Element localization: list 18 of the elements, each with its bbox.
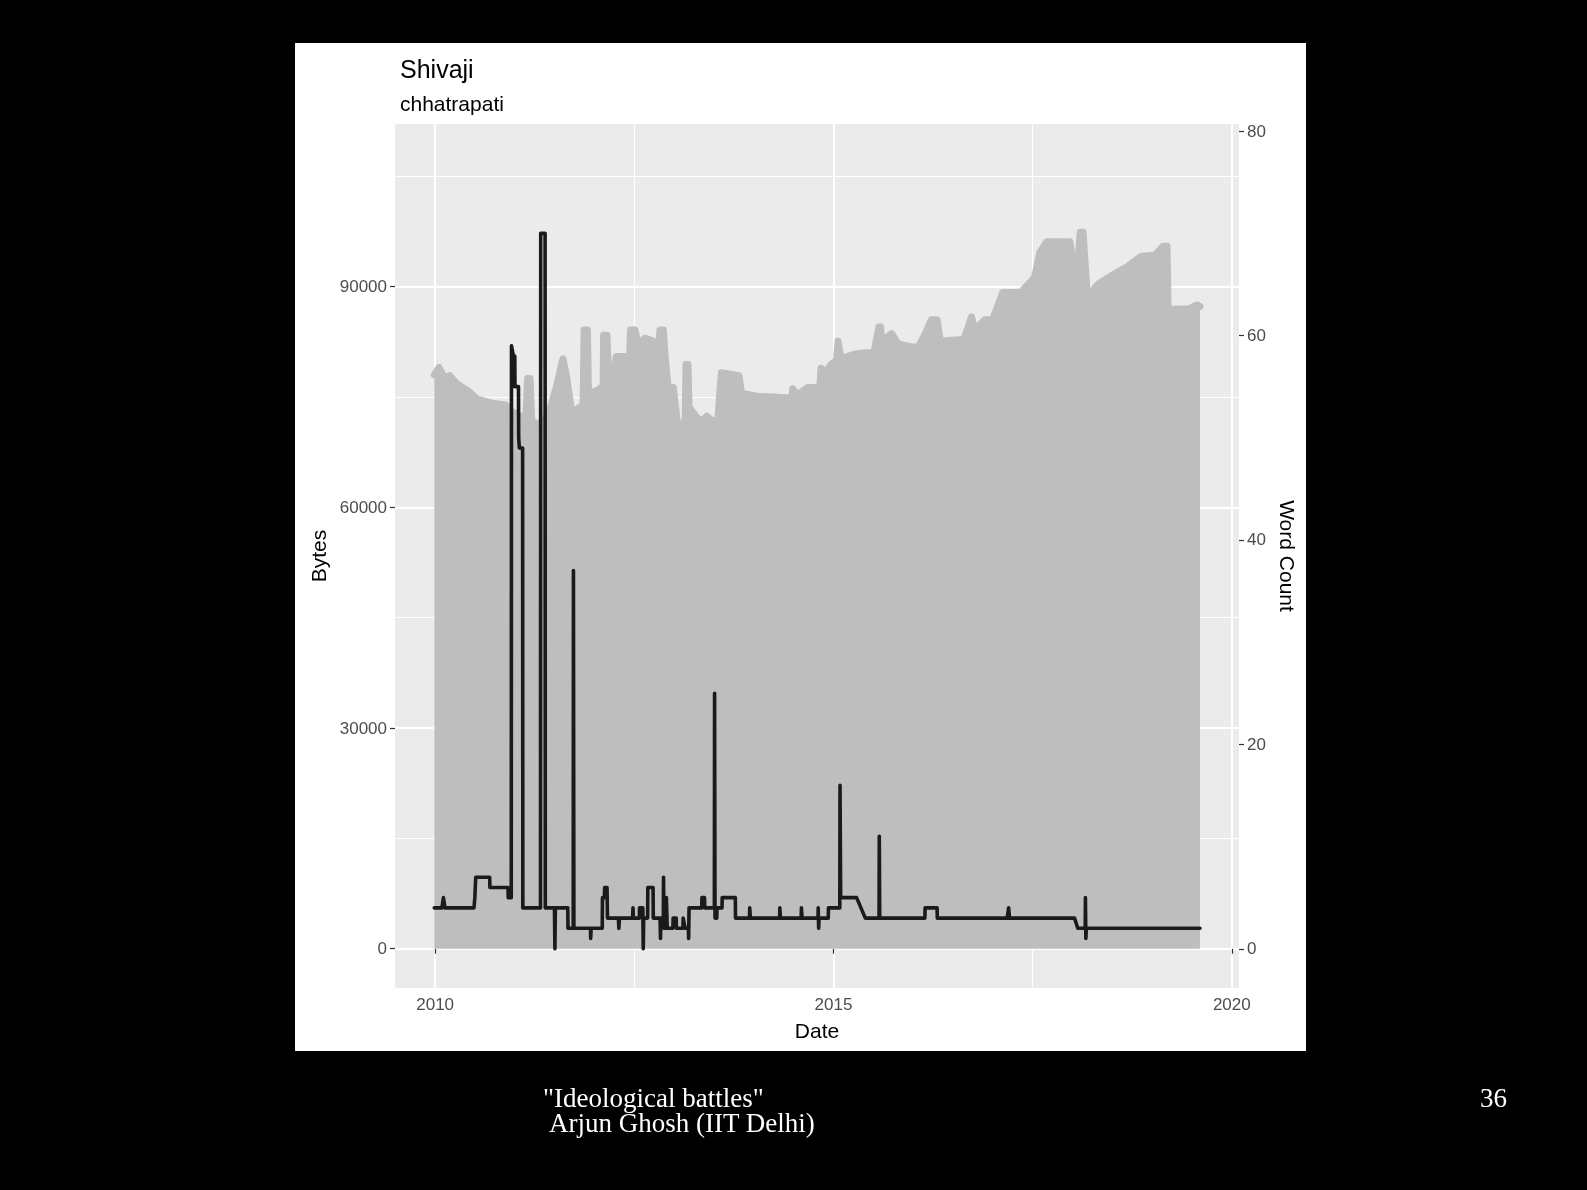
- y2-tick-label: 40: [1247, 530, 1266, 550]
- x-tick-label: 2020: [1212, 995, 1251, 1014]
- y2-tick-label: 80: [1247, 121, 1266, 141]
- y-tick-label: 0: [377, 939, 387, 959]
- y2-tick-label: 0: [1247, 939, 1257, 959]
- x-tick-label: 2015: [814, 995, 853, 1014]
- x-tick-label: 2010: [416, 995, 455, 1014]
- chart-title: Shivaji: [400, 54, 474, 83]
- y-tick-label: 60000: [339, 497, 387, 517]
- y2-tick-label: 60: [1247, 326, 1266, 346]
- y2-tick-label: 20: [1247, 734, 1266, 754]
- y-axis-title: Bytes: [306, 529, 330, 583]
- y-tick-label: 90000: [339, 277, 387, 297]
- text: 36: [1480, 1083, 1507, 1113]
- y-tick-label: 30000: [339, 718, 387, 738]
- chart-subtitle: chhatrapati: [400, 92, 504, 115]
- y2-axis-title: Word Count: [1276, 500, 1299, 612]
- x-axis-title: Date: [794, 1019, 840, 1042]
